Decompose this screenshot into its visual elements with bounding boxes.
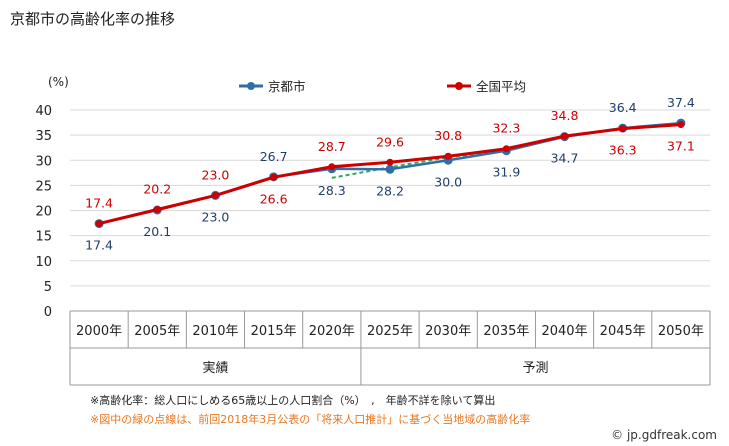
point-national xyxy=(561,132,569,140)
y-axis-unit: (%) xyxy=(48,75,69,89)
data-label-kyoto: 17.4 xyxy=(85,238,113,253)
y-tick-label: 25 xyxy=(35,179,52,194)
data-label-national: 30.8 xyxy=(434,128,462,143)
x-tick-label: 2010年 xyxy=(192,324,238,339)
y-tick-label: 40 xyxy=(35,104,52,119)
x-group-label: 予測 xyxy=(522,361,548,376)
legend-swatch-marker xyxy=(455,82,463,90)
data-label-national: 17.4 xyxy=(85,196,113,211)
y-tick-label: 0 xyxy=(44,305,52,320)
y-tick-label: 30 xyxy=(35,154,52,169)
data-label-national: 28.7 xyxy=(318,139,346,154)
point-national xyxy=(502,145,510,153)
x-tick-label: 2025年 xyxy=(367,324,413,339)
page-title: 京都市の高齢化率の推移 xyxy=(10,10,176,28)
point-national xyxy=(386,158,394,166)
note-previous-projection: ※図中の緑の点線は、前回2018年3月公表の「将来人口推計」に基づく当地域の高齢… xyxy=(90,413,531,426)
data-label-national: 26.6 xyxy=(260,191,288,206)
point-national xyxy=(211,191,219,199)
data-label-national: 37.1 xyxy=(667,139,695,154)
y-tick-label: 35 xyxy=(35,129,52,144)
data-label-national: 36.3 xyxy=(609,143,637,158)
point-national xyxy=(270,173,278,181)
x-tick-label: 2000年 xyxy=(76,324,122,339)
point-national xyxy=(328,163,336,171)
x-tick-label: 2040年 xyxy=(541,324,587,339)
data-label-national: 20.2 xyxy=(143,181,171,196)
y-tick-label: 5 xyxy=(44,280,52,295)
data-label-kyoto: 28.3 xyxy=(318,183,346,198)
x-tick-label: 2015年 xyxy=(251,324,297,339)
data-label-kyoto: 36.4 xyxy=(609,100,637,115)
point-national xyxy=(95,220,103,228)
point-kyoto xyxy=(385,164,395,174)
y-tick-label: 15 xyxy=(35,230,52,245)
x-tick-label: 2005年 xyxy=(134,324,180,339)
x-tick-label: 2030年 xyxy=(425,324,471,339)
x-tick-label: 2035年 xyxy=(483,324,529,339)
point-national xyxy=(153,205,161,213)
data-label-kyoto: 20.1 xyxy=(143,224,171,239)
y-tick-label: 20 xyxy=(35,205,52,220)
point-national xyxy=(619,125,627,133)
point-national xyxy=(677,121,685,129)
data-label-national: 23.0 xyxy=(202,167,230,182)
data-label-national: 29.6 xyxy=(376,134,404,149)
data-label-kyoto: 31.9 xyxy=(492,165,520,180)
data-label-kyoto: 34.7 xyxy=(551,151,579,166)
note-definition: ※高齢化率：総人口にしめる65歳以上の人口割合（%） , 年齢不詳を除いて算出 xyxy=(90,394,496,407)
data-label-kyoto: 28.2 xyxy=(376,183,404,198)
x-tick-label: 2050年 xyxy=(658,324,704,339)
legend-label: 全国平均 xyxy=(476,79,526,94)
credit-link[interactable]: © jp.gdfreak.com xyxy=(611,428,717,442)
data-label-kyoto: 26.7 xyxy=(260,149,288,164)
legend-label: 京都市 xyxy=(268,79,306,94)
data-label-national: 34.8 xyxy=(551,108,579,123)
x-group-label: 実績 xyxy=(202,360,228,376)
legend-swatch-marker xyxy=(247,82,255,90)
point-national xyxy=(444,152,452,160)
data-label-kyoto: 23.0 xyxy=(202,209,230,224)
data-label-kyoto: 37.4 xyxy=(667,95,695,110)
data-label-national: 32.3 xyxy=(492,121,520,136)
y-tick-label: 10 xyxy=(35,255,52,270)
data-label-kyoto: 30.0 xyxy=(434,174,462,189)
x-tick-label: 2045年 xyxy=(600,324,646,339)
x-tick-label: 2020年 xyxy=(309,324,355,339)
